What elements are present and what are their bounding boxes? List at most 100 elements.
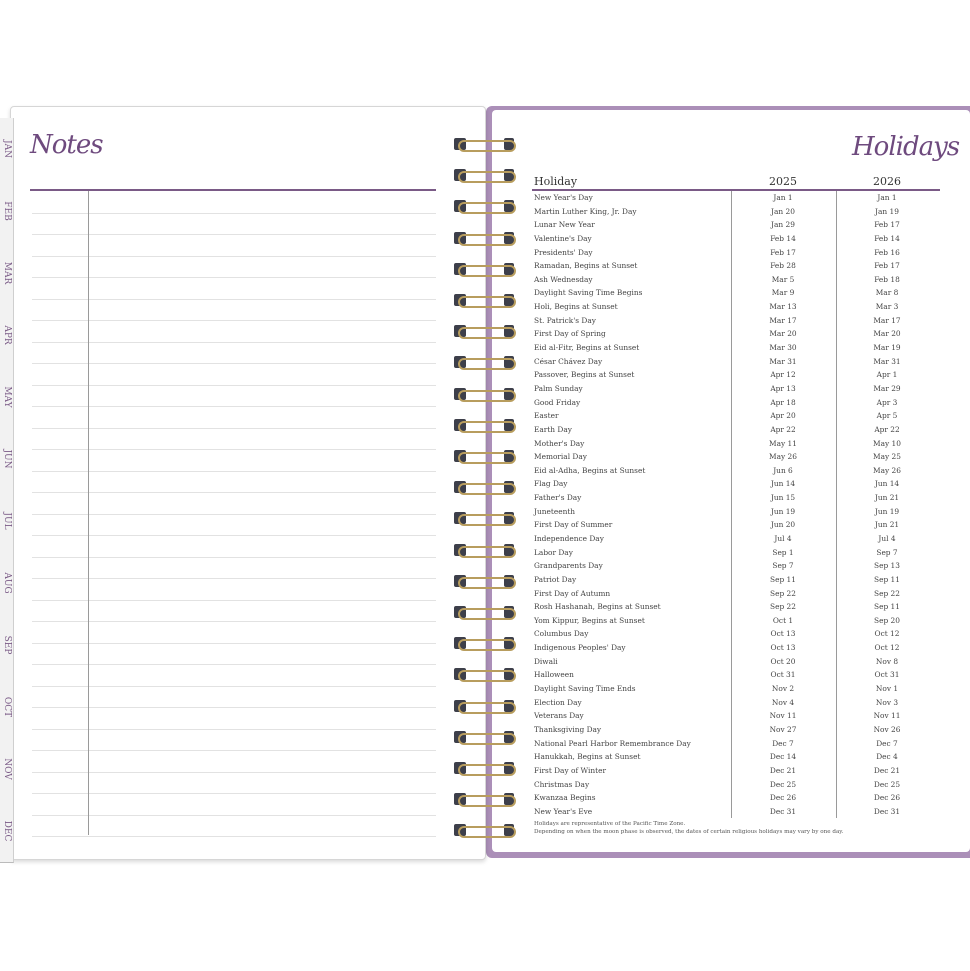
holiday-row: Veterans Day Nov 11 Nov 11: [534, 711, 940, 724]
holiday-row: César Chávez Day Mar 31 Mar 31: [534, 357, 940, 370]
month-tab[interactable]: APR: [0, 304, 14, 367]
date-2026: Dec 4: [876, 752, 898, 762]
date-2025: Mar 17: [769, 315, 797, 325]
spiral-ring: [452, 573, 518, 589]
date-2026: Jan 1: [877, 193, 897, 202]
spiral-ring: [452, 666, 518, 683]
month-tab-label: MAY: [2, 386, 12, 408]
date-2026: Apr 3: [876, 397, 898, 407]
date-2025: Apr 13: [770, 383, 796, 393]
month-tab[interactable]: JUL: [0, 490, 14, 553]
holiday-row: Good Friday Apr 18 Apr 3: [534, 398, 940, 411]
date-2025: Mar 30: [769, 343, 797, 353]
month-tab[interactable]: NOV: [0, 738, 14, 801]
holiday-row: Presidents' Day Feb 17 Feb 16: [534, 248, 940, 261]
spiral-ring: [452, 479, 518, 496]
month-tab[interactable]: MAY: [0, 366, 14, 429]
holiday-row: Daylight Saving Time Ends Nov 2 Nov 1: [534, 684, 940, 697]
holiday-row: Kwanzaa Begins Dec 26 Dec 26: [534, 793, 940, 806]
note-line: [32, 449, 436, 450]
date-2026: Nov 8: [875, 656, 899, 666]
month-tab[interactable]: AUG: [0, 552, 14, 615]
date-2026: Feb 17: [874, 261, 900, 271]
date-2026: May 10: [873, 438, 901, 448]
holiday-row: Hanukkah, Begins at Sunset Dec 14 Dec 4: [534, 752, 940, 765]
note-line: [32, 470, 436, 472]
date-2026: Nov 26: [873, 724, 901, 734]
spiral-ring: [452, 386, 518, 402]
month-tab-label: JAN: [2, 140, 12, 158]
note-line: [32, 707, 436, 708]
holiday-row: Martin Luther King, Jr. Day Jan 20 Jan 19: [534, 207, 940, 220]
date-2025: May 26: [769, 452, 797, 462]
month-tab[interactable]: MAR: [0, 242, 14, 305]
holiday-row: St. Patrick's Day Mar 17 Mar 17: [534, 316, 940, 329]
date-2025: Sep 22: [770, 602, 796, 612]
note-line: [32, 427, 436, 429]
month-tab[interactable]: DEC: [0, 800, 14, 863]
date-2026: Mar 17: [873, 315, 901, 325]
column-divider-2025: [731, 191, 732, 818]
note-line: [32, 664, 436, 665]
holiday-row: Election Day Nov 4 Nov 3: [534, 698, 940, 711]
date-2025: Oct 1: [772, 615, 794, 625]
holiday-name: Ash Wednesday: [534, 274, 593, 284]
date-2026: Mar 3: [875, 302, 899, 312]
footnote-timezone: Holidays are representative of the Pacif…: [534, 821, 686, 827]
holiday-name: Presidents' Day: [534, 247, 593, 257]
spiral-ring: [452, 167, 518, 184]
date-2026: Sep 11: [874, 602, 900, 612]
date-2026: Jun 21: [874, 493, 900, 503]
column-header-holiday: Holiday: [534, 175, 578, 188]
month-tab-label: OCT: [2, 696, 12, 718]
month-tab[interactable]: JAN: [0, 118, 14, 181]
holiday-row: Thanksgiving Day Nov 27 Nov 26: [534, 725, 940, 738]
date-2025: Sep 11: [770, 574, 796, 584]
month-tab[interactable]: OCT: [0, 676, 14, 739]
date-2026: Dec 7: [876, 738, 898, 748]
holiday-name: First Day of Summer: [534, 520, 613, 530]
holiday-row: Flag Day Jun 14 Jun 14: [534, 479, 940, 492]
date-2025: Jan 20: [771, 206, 795, 216]
spiral-ring: [452, 136, 518, 152]
date-2026: Mar 19: [873, 343, 901, 353]
note-line: [32, 341, 436, 343]
month-tab[interactable]: JUN: [0, 428, 14, 491]
date-2025: Mar 9: [771, 288, 795, 298]
holiday-row: Patriot Day Sep 11 Sep 11: [534, 575, 940, 588]
date-2025: May 11: [769, 438, 797, 448]
month-tab[interactable]: FEB: [0, 180, 14, 243]
spiral-ring: [452, 729, 518, 745]
holiday-name: New Year's Day: [534, 193, 593, 202]
date-2025: Oct 31: [770, 670, 796, 680]
date-2025: Mar 31: [769, 356, 797, 366]
holiday-row: Palm Sunday Apr 13 Mar 29: [534, 384, 940, 397]
note-line: [32, 685, 436, 687]
holiday-name: César Chávez Day: [534, 356, 603, 366]
holiday-row: Memorial Day May 26 May 25: [534, 452, 940, 465]
holiday-name: Mother's Day: [534, 438, 585, 448]
date-2025: Dec 26: [769, 793, 797, 803]
spiral-ring: [452, 791, 518, 808]
month-tab-label: JUN: [2, 449, 12, 469]
note-line: [32, 642, 436, 644]
note-line: [32, 728, 436, 730]
date-2026: Feb 16: [874, 247, 900, 257]
spiral-ring: [452, 510, 518, 527]
month-tab[interactable]: SEP: [0, 614, 14, 677]
date-2025: Feb 17: [770, 247, 796, 257]
holiday-name: Father's Day: [534, 493, 582, 503]
note-line: [32, 406, 436, 407]
holiday-name: First Day of Autumn: [534, 588, 611, 598]
note-line: [32, 836, 436, 837]
holiday-row: Ramadan, Begins at Sunset Feb 28 Feb 17: [534, 261, 940, 274]
date-2026: Jun 14: [874, 479, 900, 489]
date-2026: Feb 17: [874, 220, 900, 230]
holiday-row: Earth Day Apr 22 Apr 22: [534, 425, 940, 438]
month-tab-label: DEC: [2, 820, 12, 842]
holiday-name: Good Friday: [534, 397, 581, 407]
date-2026: Sep 20: [874, 615, 900, 625]
spiral-ring: [452, 760, 518, 776]
date-2026: Sep 7: [876, 547, 898, 557]
note-line: [32, 578, 436, 579]
